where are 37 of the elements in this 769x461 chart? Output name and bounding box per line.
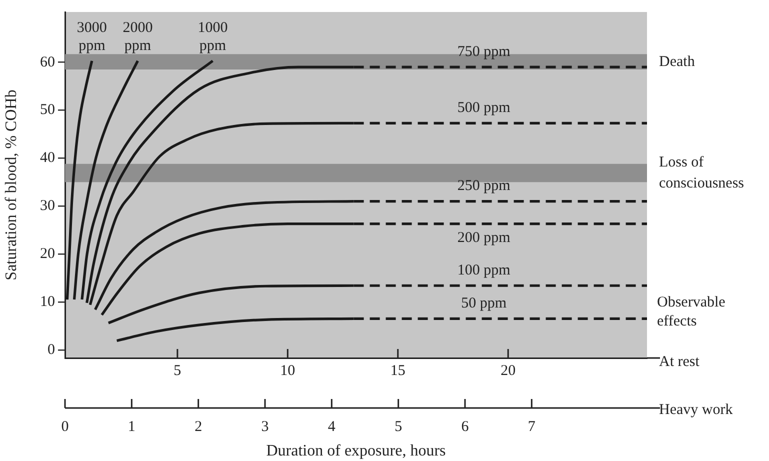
y-tick-label: 0 [48, 342, 55, 358]
annotation: 2000 ppm [122, 20, 153, 54]
x2-tick-label: 6 [461, 418, 470, 435]
x2-tick-label: 0 [61, 418, 69, 435]
y-tick-label: 30 [40, 198, 55, 214]
annotation: 500 ppm [457, 100, 511, 116]
y-tick-label: 40 [40, 150, 55, 166]
x-tick-label: 15 [390, 362, 406, 379]
band-label: Loss of consciousness [659, 154, 744, 192]
x-axis-title: Duration of exposure, hours [266, 442, 446, 460]
x-tick-label: 10 [280, 362, 296, 379]
y-axis-title: Saturation of blood, % COHb [2, 90, 20, 280]
x-tick-label: 5 [174, 362, 182, 379]
text: At rest [659, 354, 700, 370]
annotation: 3000 ppm [76, 20, 107, 54]
y-tick-label: 50 [40, 102, 55, 118]
annotation: 200 ppm [457, 230, 511, 246]
x2-tick-label: 2 [194, 418, 202, 435]
annotation: 750 ppm [457, 44, 511, 60]
y-tick-label: 60 [40, 54, 55, 70]
annotation: 50 ppm [461, 296, 507, 312]
x2-tick-label: 5 [394, 418, 402, 435]
annotation: 100 ppm [457, 262, 511, 279]
band-label: Death [659, 54, 696, 70]
x2-tick-label: 7 [528, 418, 536, 435]
line-series [72, 60, 140, 301]
x-tick-label: 20 [500, 362, 516, 379]
x2-tick-label: 4 [328, 418, 336, 435]
text: Heavy work [659, 402, 734, 418]
y-tick-label: 10 [40, 294, 55, 310]
x2-tick-label: 1 [128, 418, 136, 435]
x2-tick-label: 3 [261, 418, 269, 435]
text: Observable effects [657, 294, 726, 330]
annotation: 250 ppm [457, 178, 511, 194]
y-tick-label: 20 [40, 246, 55, 262]
annotation: 1000 ppm [198, 20, 228, 54]
line-series [80, 60, 214, 301]
